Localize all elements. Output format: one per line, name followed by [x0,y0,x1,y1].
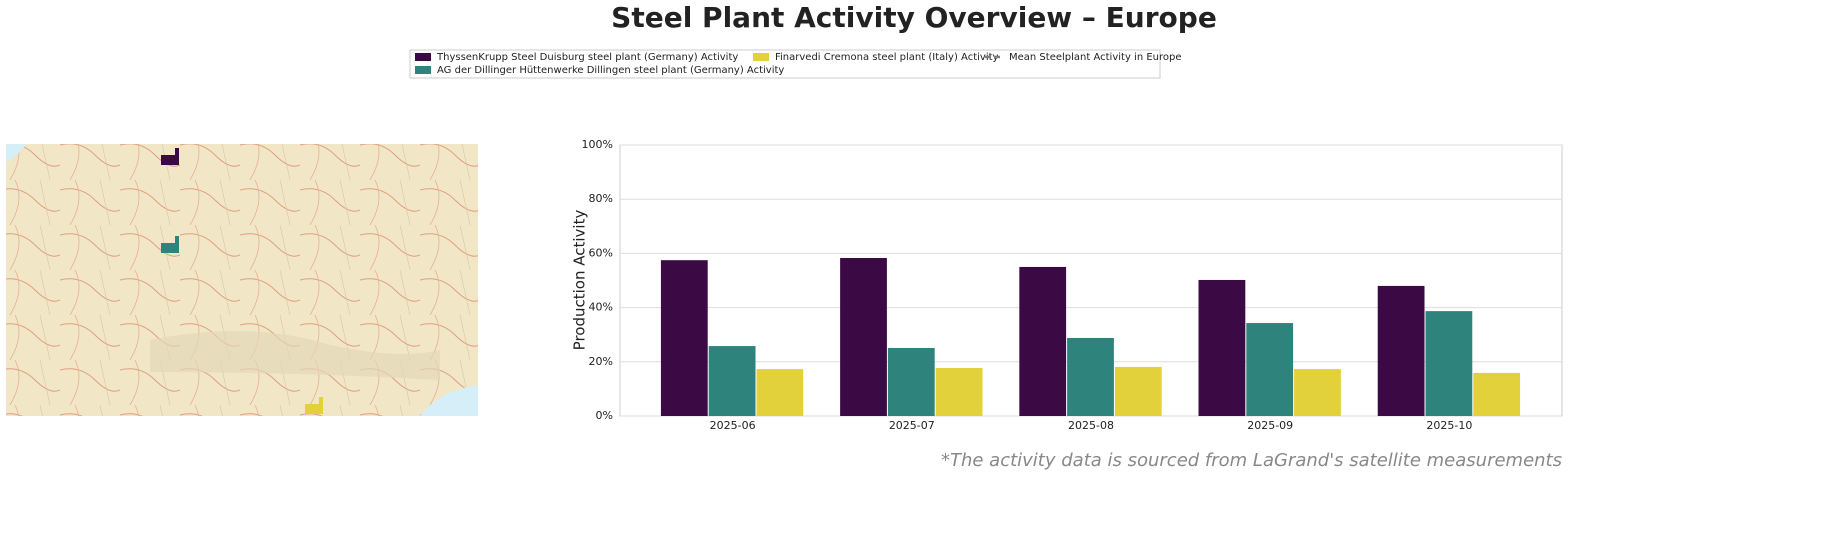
bar [1473,372,1521,416]
legend-label: ThyssenKrupp Steel Duisburg steel plant … [436,52,738,63]
bar [1198,279,1246,416]
legend-swatch [415,66,431,74]
bar [660,260,708,416]
y-tick-label: 60% [589,246,613,259]
legend-swatch [415,53,431,61]
y-tick-label: 80% [589,192,613,205]
legend-label: AG der Dillinger Hüttenwerke Dillingen s… [437,65,784,76]
bar [1019,266,1067,416]
legend-label: Mean Steelplant Activity in Europe [1009,52,1182,63]
x-tick-label: 2025-08 [1068,419,1114,432]
plant-icon [161,236,179,253]
x-tick-label: 2025-09 [1247,419,1293,432]
bar [1425,311,1473,416]
plant-icon [161,148,179,165]
legend-swatch [753,53,769,61]
bar [1377,285,1425,416]
map [6,144,478,416]
map-alps [150,331,440,380]
bar [1246,323,1294,416]
bar [1294,369,1341,416]
map-water [6,144,26,162]
legend-label: Finarvedi Cremona steel plant (Italy) Ac… [775,52,999,63]
title: Steel Plant Activity Overview – Europe [611,1,1217,34]
bar [935,368,983,416]
x-tick-label: 2025-07 [889,419,935,432]
y-tick-label: 100% [582,138,613,151]
y-tick-label: 40% [589,301,613,314]
bar [756,369,804,416]
y-tick-label: 20% [589,355,613,368]
legend-box [409,49,1161,79]
plant-icon [305,397,323,414]
y-axis-label: Production Activity [571,210,589,351]
footnote: *The activity data is sourced from LaGra… [941,450,1562,471]
bar [1067,337,1114,416]
y-tick-label: 0% [596,409,613,422]
bar [1114,366,1162,416]
x-tick-label: 2025-06 [710,419,756,432]
map-water [420,385,478,416]
bar [708,346,756,416]
bar [887,347,935,416]
bar [840,258,887,416]
x-tick-label: 2025-10 [1426,419,1472,432]
